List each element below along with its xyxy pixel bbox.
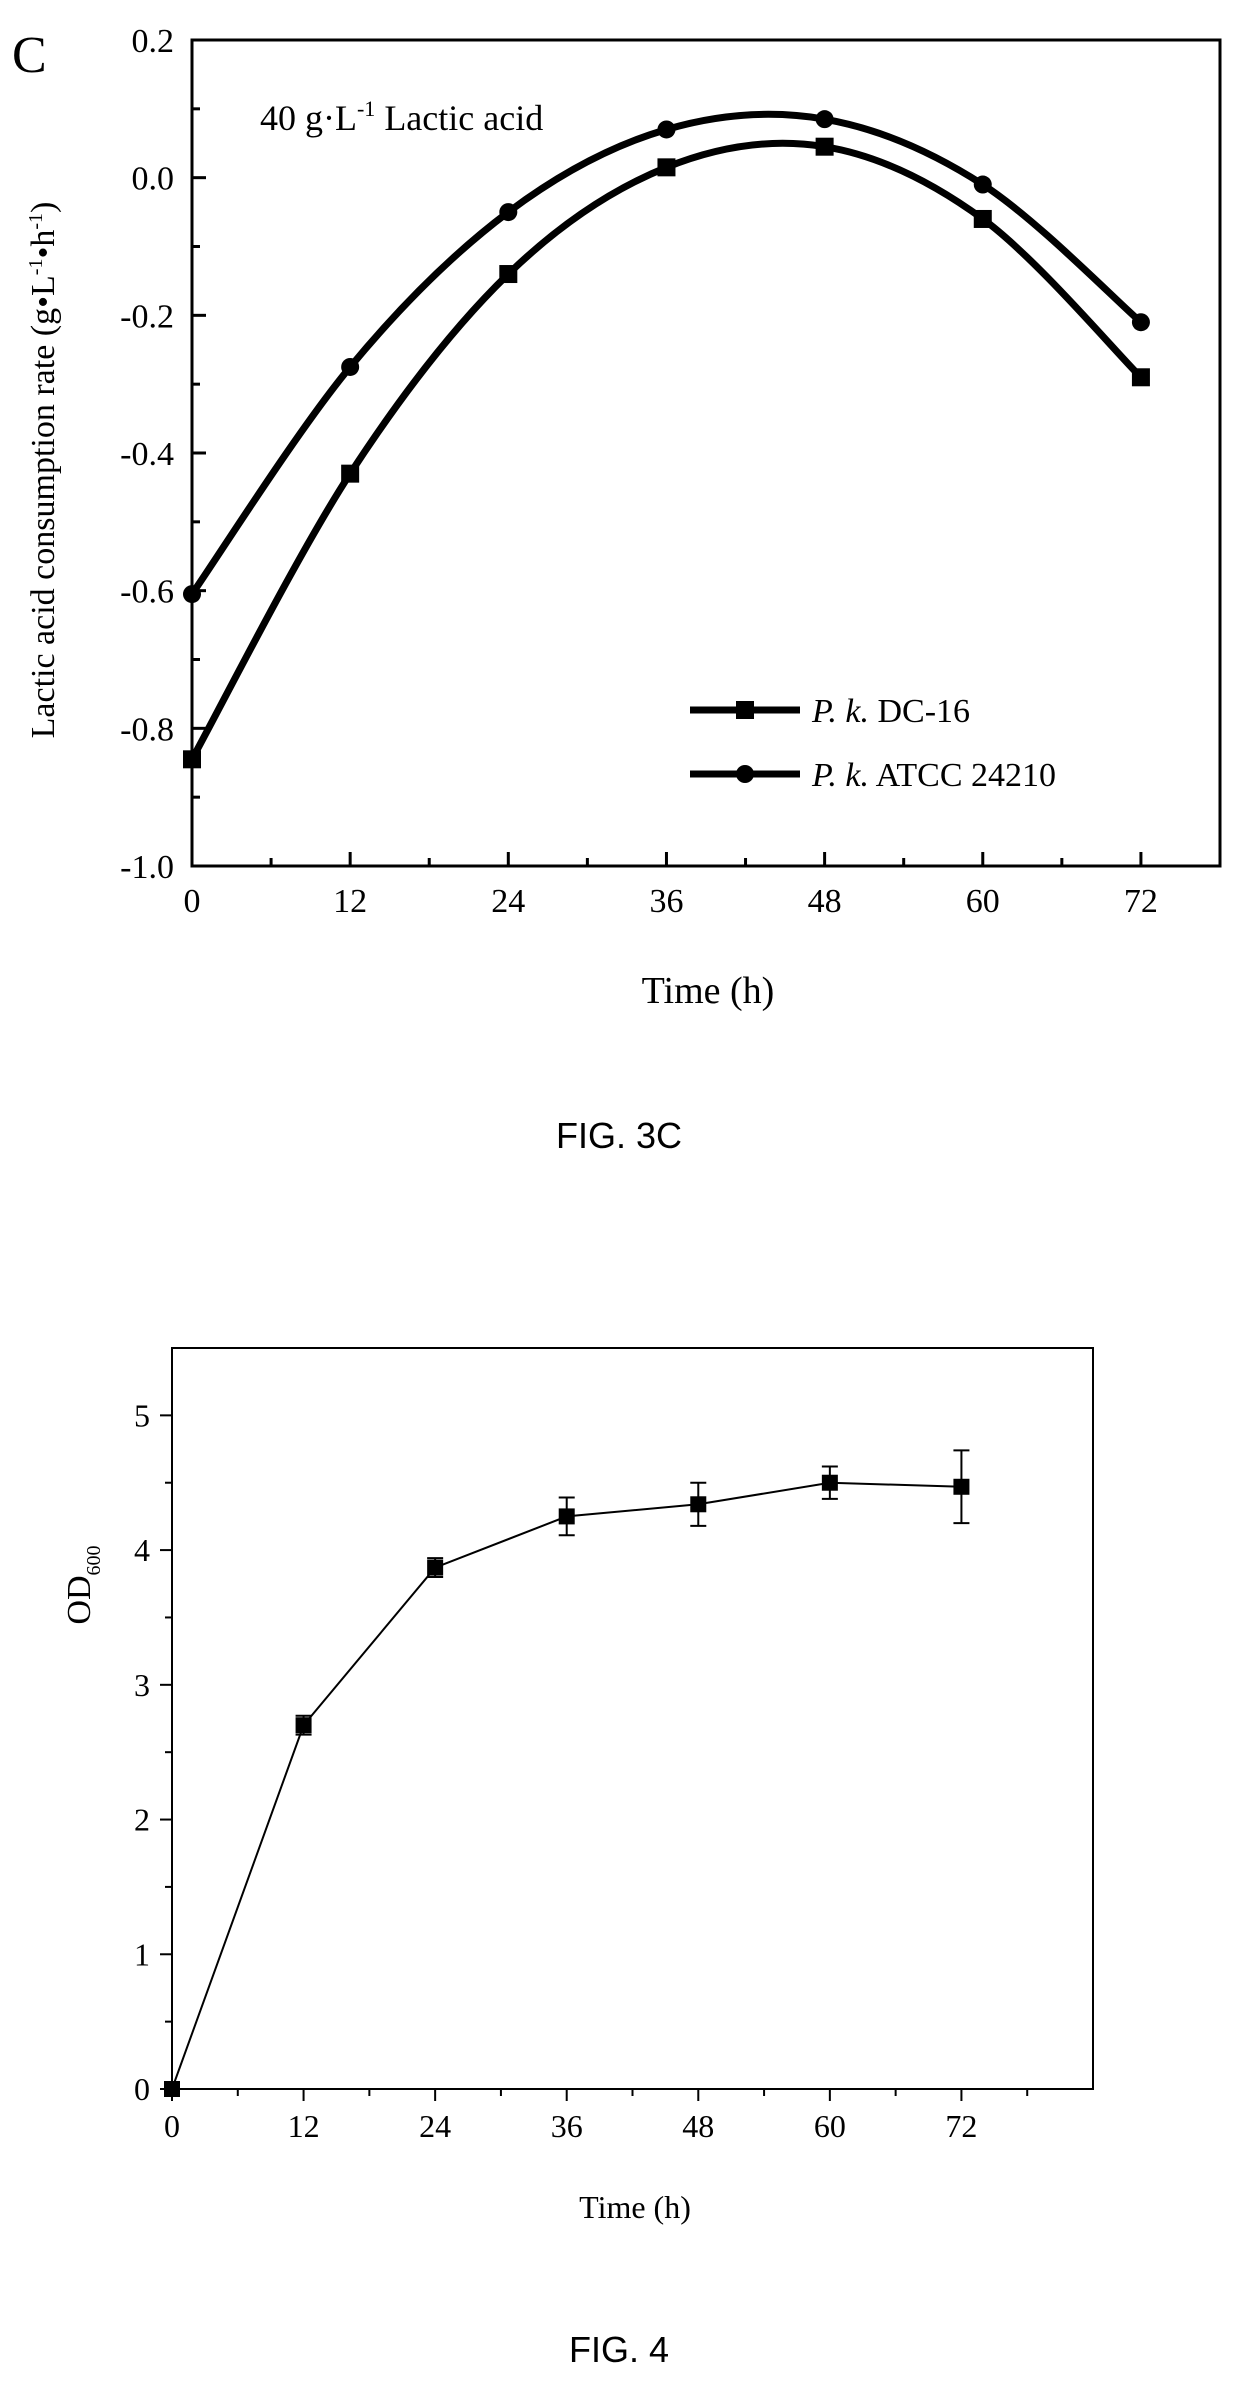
chart2-y-tick-label: 1 bbox=[134, 1936, 150, 1972]
chart1-data-point bbox=[1131, 368, 1150, 387]
chart2-y-tick-label: 0 bbox=[134, 2071, 150, 2107]
chart2-data-point bbox=[295, 1717, 312, 1734]
chart2-x-tick-label: 60 bbox=[814, 2108, 846, 2144]
chart1-x-tick-label: 24 bbox=[491, 883, 525, 920]
chart2-x-tick-label: 72 bbox=[945, 2108, 977, 2144]
chart2-plot-frame bbox=[171, 1347, 1094, 2090]
chart1-data-point bbox=[657, 158, 676, 177]
chart2-x-tick-label: 48 bbox=[682, 2108, 714, 2144]
chart1-y-tick-label: -0.8 bbox=[120, 711, 174, 748]
chart2-y-axis-label: OD600 bbox=[61, 1545, 105, 1624]
chart1-data-point bbox=[1131, 313, 1150, 332]
chart1-y-axis-label: Lactic acid consumption rate (g•L-1•h-1) bbox=[25, 202, 62, 739]
chart1-legend-label: P. k. DC-16 bbox=[811, 693, 970, 730]
chart1-plot-frame bbox=[190, 38, 1222, 868]
chart1-data-point bbox=[815, 137, 834, 156]
chart1-legend-marker bbox=[736, 765, 754, 783]
chart1-y-tick-label: 0.0 bbox=[132, 161, 175, 198]
chart2-data-point bbox=[558, 1508, 575, 1525]
figure-caption-4: FIG. 4 bbox=[569, 2329, 669, 2370]
chart1-y-ticks: -1.0 -0.8 -0.6 -0.4 -0.2 0.0 0.2 bbox=[120, 23, 206, 886]
chart2-x-tick-label: 24 bbox=[419, 2108, 451, 2144]
chart1-x-tick-label: 0 bbox=[184, 883, 201, 920]
chart2-data-point bbox=[427, 1559, 444, 1576]
chart1-y-tick-label: -1.0 bbox=[120, 849, 174, 886]
chart2-y-tick-label: 5 bbox=[134, 1397, 150, 1433]
chart1-annotation: 40 g·L-1 Lactic acid bbox=[260, 96, 543, 138]
chart2-x-axis-label: Time (h) bbox=[579, 2189, 691, 2225]
chart2-y-tick-label: 3 bbox=[134, 1667, 150, 1703]
chart1-data-point bbox=[657, 120, 676, 139]
chart2-data-point bbox=[690, 1496, 707, 1513]
chart1-series bbox=[183, 110, 1150, 769]
chart1-data-point bbox=[973, 175, 992, 194]
chart1-x-tick-label: 72 bbox=[1124, 883, 1158, 920]
chart2-series bbox=[164, 1449, 970, 2097]
chart1-x-ticks: 0 12 24 36 48 60 72 bbox=[184, 852, 1158, 920]
chart1-data-point bbox=[815, 110, 834, 129]
chart1-x-tick-label: 48 bbox=[808, 883, 842, 920]
chart-3c: C 40 g·L-1 Lactic acid Lactic acid consu… bbox=[12, 23, 1222, 1156]
chart1-data-point bbox=[499, 203, 518, 222]
chart2-x-tick-label: 12 bbox=[288, 2108, 320, 2144]
chart1-y-tick-label: -0.4 bbox=[120, 436, 174, 473]
chart2-x-ticks: 0 12 24 36 48 60 72 bbox=[164, 2089, 1029, 2144]
chart1-data-point bbox=[341, 464, 360, 483]
chart1-data-point bbox=[499, 265, 518, 284]
chart2-data-point bbox=[821, 1474, 838, 1491]
chart1-y-tick-label: 0.2 bbox=[132, 23, 175, 60]
chart1-legend-label: P. k. ATCC 24210 bbox=[811, 757, 1056, 794]
chart1-x-axis-label: Time (h) bbox=[642, 970, 775, 1012]
figure-caption-3c: FIG. 3C bbox=[556, 1115, 682, 1156]
chart1-y-tick-label: -0.6 bbox=[120, 574, 174, 611]
chart1-x-tick-label: 12 bbox=[333, 883, 367, 920]
chart1-legend: P. k. DC-16 P. k. ATCC 24210 bbox=[690, 693, 1056, 794]
chart2-data-point bbox=[953, 1478, 970, 1495]
chart1-data-point bbox=[341, 357, 360, 376]
chart1-series-line bbox=[189, 110, 1144, 597]
chart2-y-ticks: 0 1 2 3 4 5 bbox=[134, 1397, 172, 2107]
chart2-x-tick-label: 0 bbox=[164, 2108, 180, 2144]
chart1-series-line bbox=[188, 139, 1144, 762]
chart1-x-tick-label: 36 bbox=[649, 883, 683, 920]
chart1-data-point bbox=[973, 209, 992, 228]
chart1-x-tick-label: 60 bbox=[966, 883, 1000, 920]
chart2-series-line bbox=[171, 1481, 962, 2090]
panel-letter: C bbox=[12, 27, 47, 84]
chart1-legend-marker bbox=[736, 701, 754, 719]
chart2-y-tick-label: 4 bbox=[134, 1532, 150, 1568]
chart2-x-tick-label: 36 bbox=[551, 2108, 583, 2144]
chart2-y-tick-label: 2 bbox=[134, 1802, 150, 1838]
chart1-y-tick-label: -0.2 bbox=[120, 298, 174, 335]
